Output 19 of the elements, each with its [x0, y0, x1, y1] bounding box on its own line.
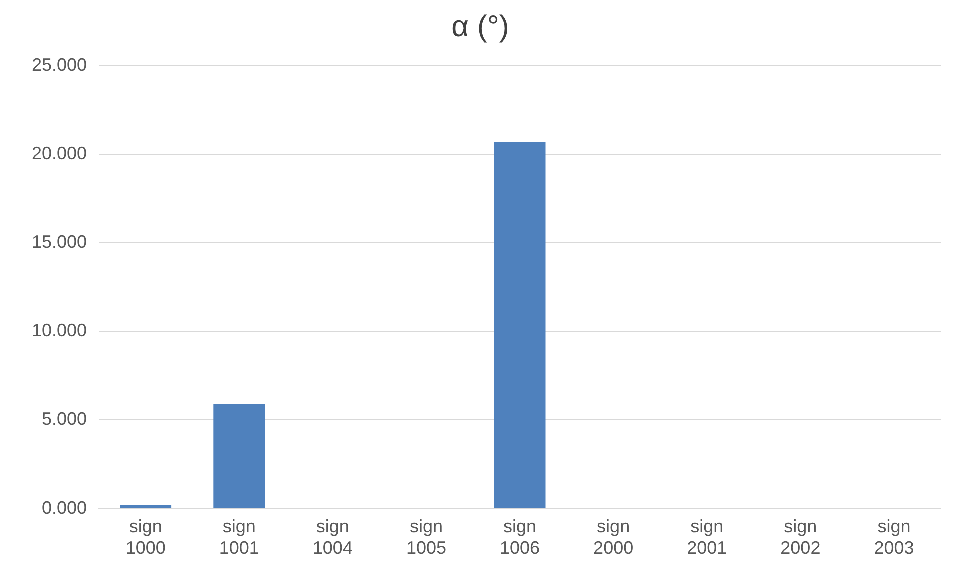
bar: [494, 142, 546, 508]
x-tick-label: sign 1005: [406, 516, 446, 558]
y-tick-label: 5.000: [42, 409, 88, 430]
x-tick-label: sign 1000: [126, 516, 166, 558]
y-tick-label: 10.000: [32, 320, 88, 341]
y-tick-label: 15.000: [32, 232, 88, 252]
y-tick-label: 25.000: [32, 54, 88, 75]
x-tick-label: sign 2002: [780, 516, 821, 558]
y-tick-label: 20.000: [32, 144, 88, 164]
chart-title: α (°): [452, 10, 510, 44]
bar: [214, 404, 266, 508]
y-tick-label: 0.000: [42, 498, 88, 518]
x-tick-label: sign 1006: [500, 516, 540, 558]
bar: [120, 505, 172, 508]
x-tick-label: sign 1001: [219, 516, 260, 558]
x-tick-label: sign 1004: [312, 516, 353, 558]
x-tick-label: sign 2001: [687, 516, 728, 558]
x-tick-label: sign 2003: [874, 516, 914, 558]
x-tick-label: sign 2000: [594, 516, 634, 558]
